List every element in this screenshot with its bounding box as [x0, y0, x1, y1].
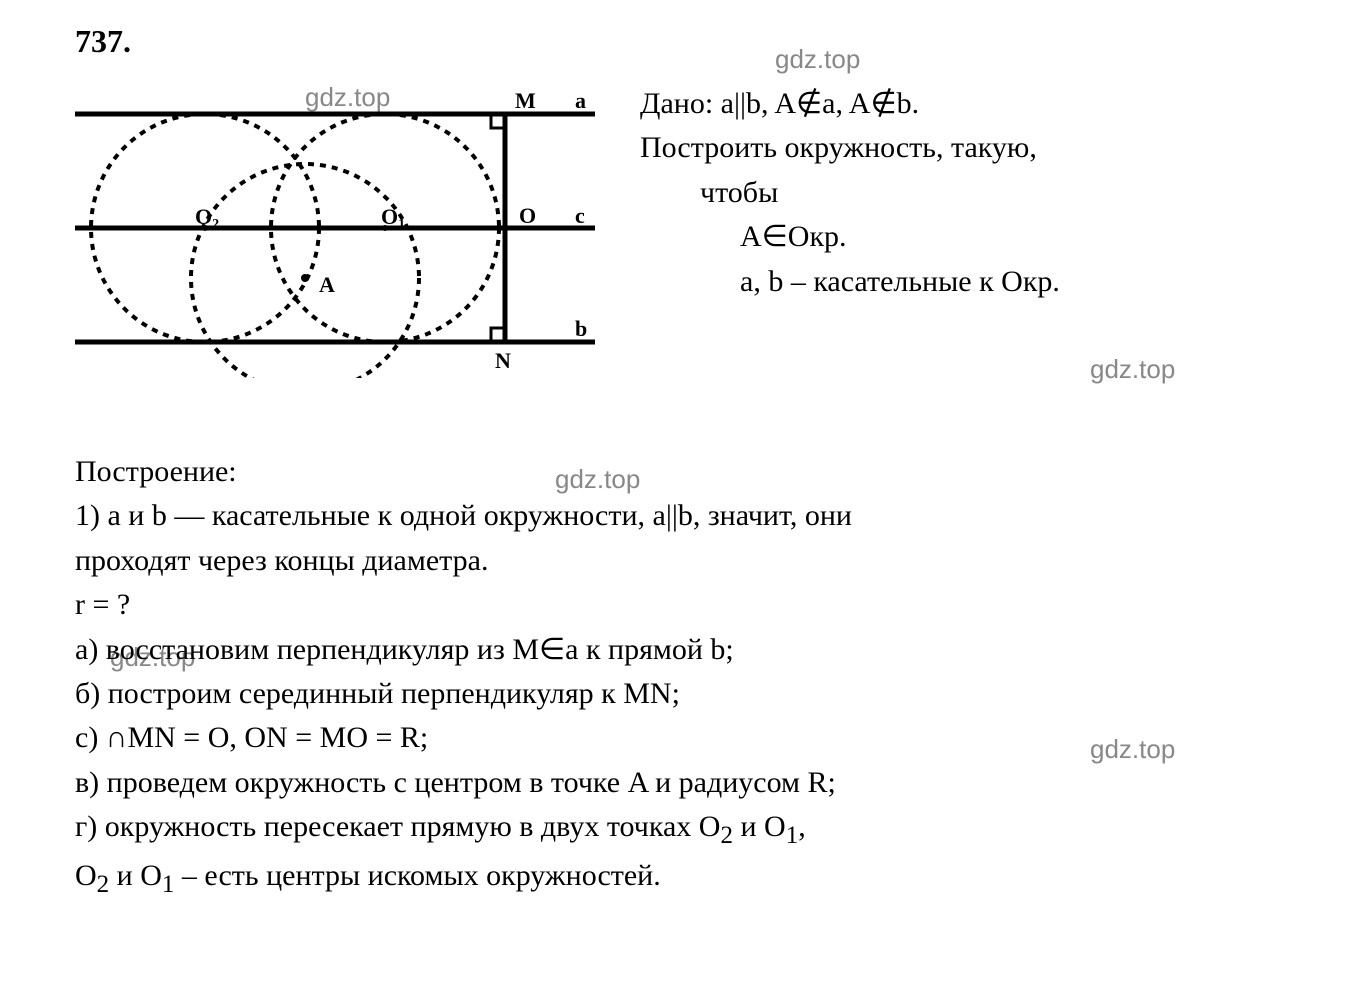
diagram-svg: M a N b O c O1 O2 A	[75, 78, 595, 378]
construction-step1b: проходят через концы диаметра.	[75, 539, 1275, 583]
label-O: O	[519, 203, 536, 228]
label-a: a	[575, 88, 586, 113]
watermark-1: gdz.top	[775, 40, 860, 78]
given-line-5: a, b – касательные к Окр.	[640, 260, 1340, 304]
label-A: A	[319, 272, 335, 297]
construction-last: O2 и O1 – есть центры искомых окружносте…	[75, 854, 1275, 903]
page: 737. gdz.top gdz.top gdz.top gdz.top gdz…	[0, 0, 1363, 982]
given-line-1: Дано: a||b, A∉a, A∉b.	[640, 82, 1340, 126]
construction-r: r = ?	[75, 583, 1275, 627]
last-mid2: – есть центры искомых окружностей.	[174, 859, 660, 892]
step-g-mid: и O	[733, 810, 786, 843]
given-line-3: чтобы	[640, 171, 1340, 215]
point-A	[301, 274, 309, 282]
step-g-sub2: 2	[720, 822, 733, 849]
geometry-diagram: M a N b O c O1 O2 A	[75, 78, 595, 378]
given-line-4: A∈Окр.	[640, 215, 1340, 259]
label-M: M	[515, 88, 536, 113]
step-g-sub1: 1	[786, 822, 799, 849]
last-sub1: 1	[162, 871, 175, 898]
given-line-2: Построить окружность, такую,	[640, 126, 1340, 170]
label-N: N	[495, 348, 511, 373]
given-block: Дано: a||b, A∉a, A∉b. Построить окружнос…	[640, 82, 1340, 304]
construction-step-g: г) окружность пересекает прямую в двух т…	[75, 805, 1275, 854]
construction-step-v: в) проведем окружность с центром в точке…	[75, 761, 1275, 805]
last-pre: O	[75, 859, 97, 892]
point-O	[502, 225, 508, 231]
problem-number: 737.	[75, 18, 131, 65]
construction-step1a: 1) a и b — касательные к одной окружност…	[75, 494, 1275, 538]
construction-block: Построение: 1) a и b — касательные к одн…	[75, 450, 1275, 903]
watermark-3: gdz.top	[1090, 350, 1175, 388]
last-mid1: и O	[109, 859, 162, 892]
construction-step-a: а) восстановим перпендикуляр из M∈a к пр…	[75, 628, 1275, 672]
construction-step-c: с) ∩MN = O, ON = MO = R;	[75, 716, 1275, 760]
step-g-end: ,	[798, 810, 806, 843]
label-c: c	[575, 203, 585, 228]
construction-title: Построение:	[75, 450, 1275, 494]
label-b: b	[575, 316, 587, 341]
step-g-pre: г) окружность пересекает прямую в двух т…	[75, 810, 720, 843]
label-O1: O1	[381, 204, 405, 232]
circle-A	[191, 164, 419, 378]
last-sub2: 2	[97, 871, 110, 898]
construction-step-b: б) построим серединный перпендикуляр к M…	[75, 672, 1275, 716]
